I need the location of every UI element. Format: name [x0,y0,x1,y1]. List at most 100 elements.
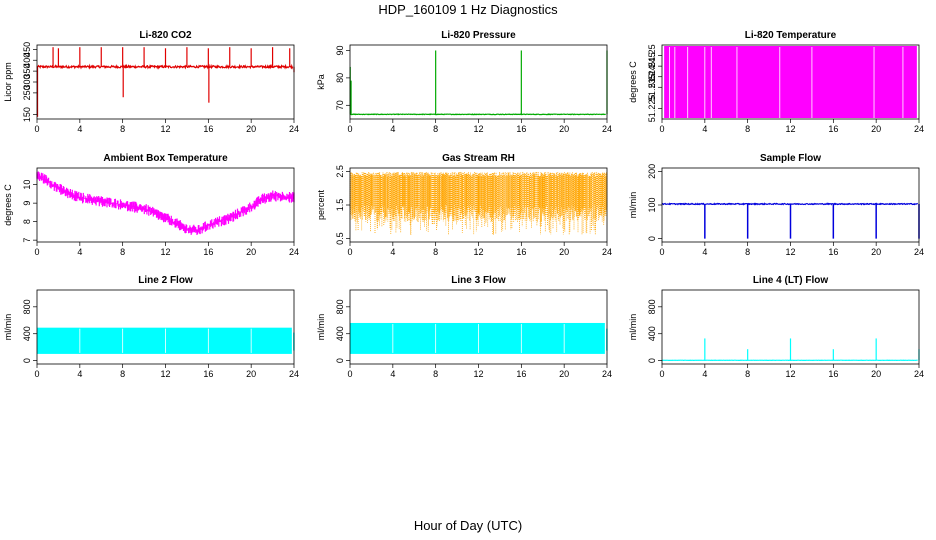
series [37,327,295,354]
plot-frame [349,44,608,120]
y-tick-label: 2.5 [335,165,345,178]
x-tick-label: 20 [246,124,256,134]
panel-5: Gas Stream RH percent 0 4 8 12 16 20 24 0.5 1.5 2.5 [316,153,612,257]
y-tick-label: 51.235 [647,74,657,102]
y-tick-label: 800 [647,299,657,314]
panel-title: Gas Stream RH [442,153,515,164]
x-tick-label: 4 [77,369,82,379]
y-tick-label: 70 [335,100,345,110]
y-axis-label: Licor ppm [3,62,13,102]
series [350,322,608,354]
x-tick-label: 12 [473,124,483,134]
x-tick-label: 20 [871,247,881,257]
panel-1: Li-820 CO2 Licor ppm 0 4 8 12 16 20 24 150 2503003… [3,30,299,134]
x-tick-label: 16 [828,124,838,134]
y-tick-label: 9 [22,201,32,206]
series-line [349,113,606,116]
x-tick-label: 8 [433,247,438,257]
panel-title: Line 3 Flow [451,275,506,286]
x-tick-label: 24 [914,124,924,134]
y-tick-label: 400 [335,326,345,341]
x-tick-label: 20 [246,369,256,379]
y-tick-label: 1.5 [335,199,345,212]
x-tick-label: 12 [160,369,170,379]
x-tick-label: 24 [914,369,924,379]
y-tick-label: 400 [22,53,32,68]
x-axis-title: Hour of Day (UTC) [413,518,523,533]
x-tick-label: 16 [828,369,838,379]
y-tick-label: 0 [647,358,657,363]
panel-title: Li-820 CO2 [139,30,192,41]
x-tick-label: 8 [433,369,438,379]
x-tick-label: 0 [659,124,664,134]
y-tick-label: 80 [335,73,345,83]
x-tick-label: 0 [34,247,39,257]
y-tick-label: 400 [647,326,657,341]
y-tick-label: 90 [335,45,345,55]
x-tick-label: 0 [34,369,39,379]
y-tick-label: 10 [22,180,32,190]
x-tick-label: 0 [347,124,352,134]
y-tick-label: 51.245 [647,52,657,80]
y-axis-label: ml/min [3,314,13,341]
x-tick-label: 0 [347,247,352,257]
x-tick-label: 24 [289,247,299,257]
x-tick-label: 12 [785,124,795,134]
series-band [664,46,917,118]
series [349,172,608,236]
panel-title: Line 2 Flow [138,275,193,286]
x-tick-label: 24 [602,124,612,134]
y-tick-label: 0 [335,358,345,363]
x-tick-label: 16 [828,247,838,257]
y-tick-label: 0.5 [335,232,345,245]
series-band [36,171,295,235]
x-tick-label: 24 [289,369,299,379]
x-tick-label: 20 [559,124,569,134]
y-tick-label: 350 [22,64,32,79]
x-tick-label: 8 [120,247,125,257]
series [36,47,295,117]
y-tick-label: 51.225 [647,95,657,123]
series-line [36,63,294,70]
x-tick-label: 8 [745,369,750,379]
y-tick-label: 800 [335,299,345,314]
x-tick-label: 20 [559,369,569,379]
x-tick-label: 4 [702,247,707,257]
x-tick-label: 4 [702,369,707,379]
x-tick-label: 16 [516,124,526,134]
y-tick-label: 100 [647,197,657,212]
x-tick-label: 4 [77,124,82,134]
x-tick-label: 24 [602,369,612,379]
y-tick-label: 800 [22,299,32,314]
x-tick-label: 12 [473,369,483,379]
panel-title: Li-820 Pressure [441,30,516,41]
series [349,50,608,116]
panel-title: Ambient Box Temperature [103,153,228,164]
panel-6: Sample Flow ml/min 0 4 8 12 16 20 24 0 100 200 [628,153,924,257]
panel-2: Li-820 Pressure kPa 0 4 8 12 16 20 24 70 80 90 [316,30,612,134]
x-tick-label: 16 [203,124,213,134]
x-tick-label: 16 [516,247,526,257]
x-tick-label: 24 [602,247,612,257]
x-tick-label: 4 [390,247,395,257]
x-tick-label: 16 [516,369,526,379]
panel-title: Line 4 (LT) Flow [753,275,829,286]
y-tick-label: 51.25 [647,44,657,67]
y-axis-label: ml/min [628,192,638,219]
x-tick-label: 0 [659,247,664,257]
y-tick-label: 400 [22,326,32,341]
panel-3: Li-820 Temperature degrees C 0 4 8 12 16 20 24 51… [628,30,924,134]
series-area [350,322,605,354]
series-area [37,327,292,354]
x-tick-label: 0 [34,124,39,134]
y-axis-label: kPa [316,74,326,90]
y-tick-label: 0 [647,236,657,241]
y-axis-label: percent [316,189,326,220]
y-axis-label: degrees C [628,61,638,103]
x-tick-label: 12 [473,247,483,257]
y-axis-label: degrees C [3,184,13,226]
x-tick-label: 20 [246,247,256,257]
series [36,171,295,235]
panel-4: Ambient Box Temperature degrees C 0 4 8 12 16 2… [3,153,299,257]
